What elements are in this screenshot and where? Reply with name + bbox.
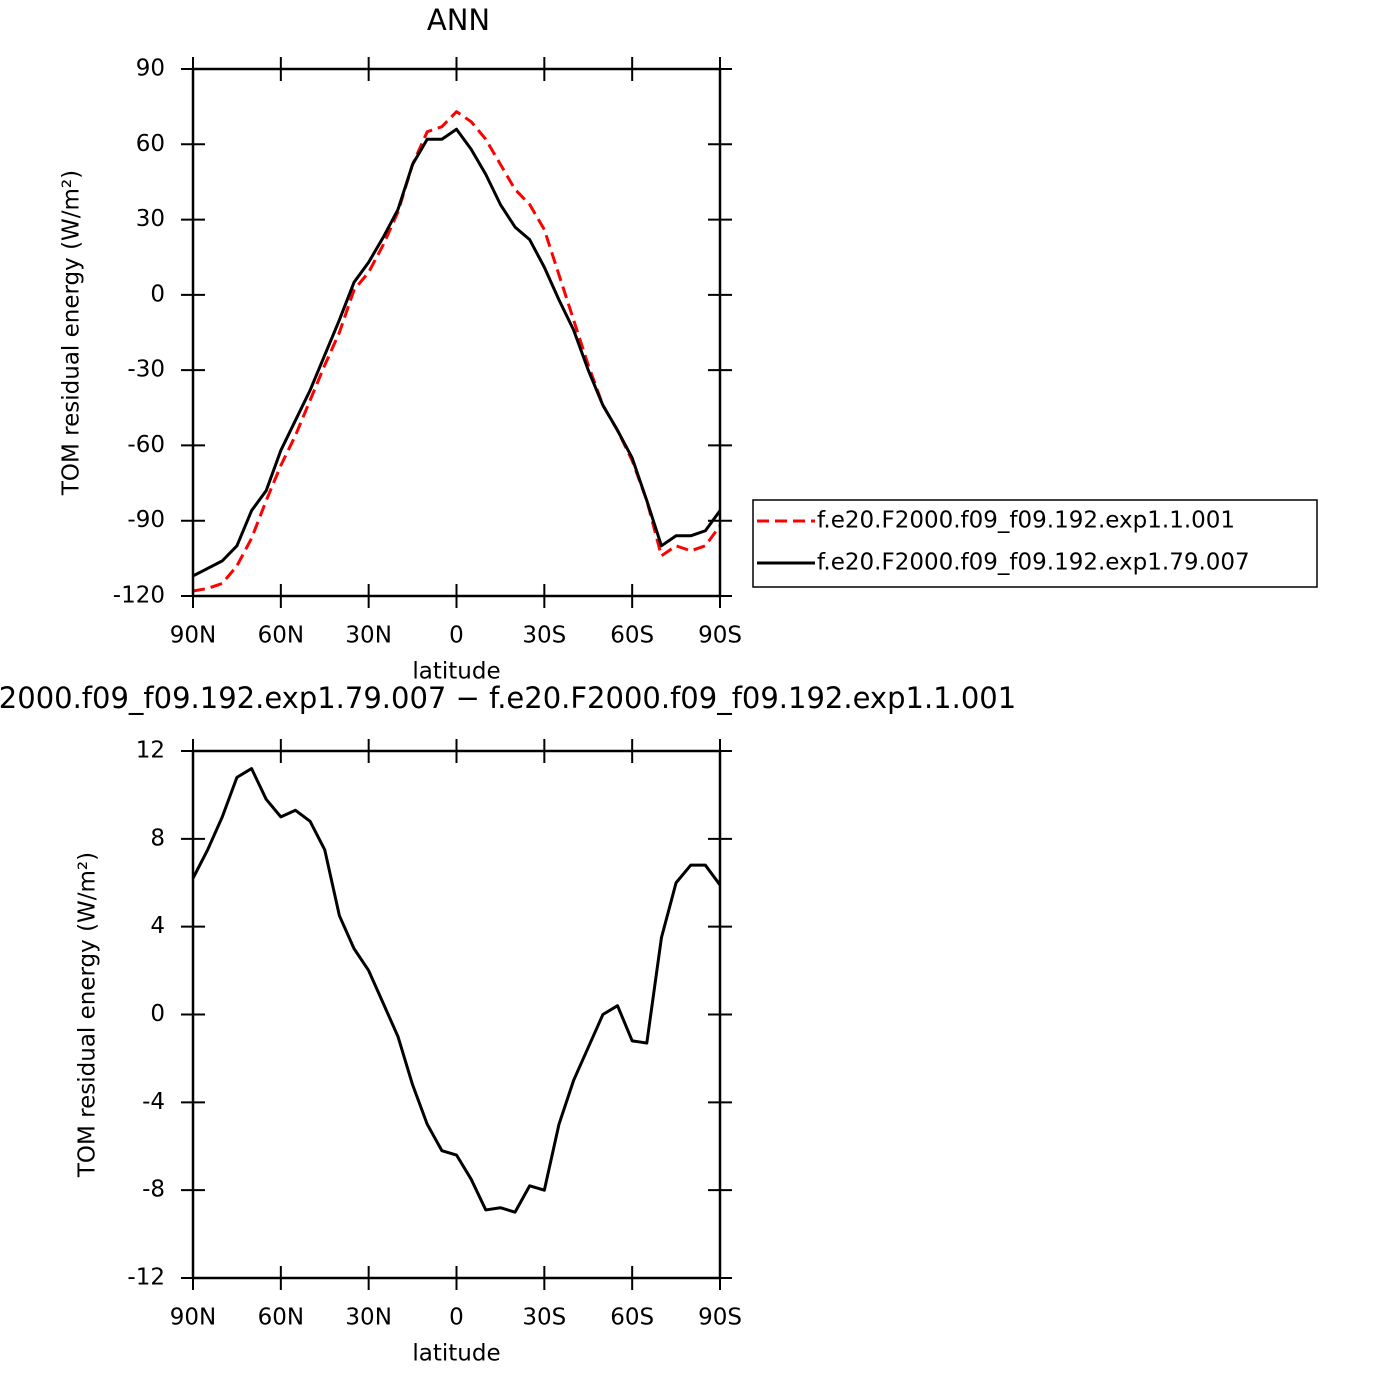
y-tick-label: 0 [150,1001,165,1027]
x-tick-label: 60S [610,1305,654,1331]
x-axis-label: latitude [412,659,500,685]
plot-frame [191,67,722,598]
x-tick-label: 60N [258,1305,304,1331]
y-tick-label: -30 [127,357,165,383]
y-tick-label: 60 [136,131,165,157]
chart-title: f.e20.F2000.f09_f09.192.exp1.79.007 − f.… [0,681,1016,715]
data-line [192,110,722,593]
x-tick-label: 60S [610,623,654,649]
x-tick-label: 90N [170,1305,216,1331]
data-line [191,767,722,1214]
y-tick-label: -60 [127,432,165,458]
y-tick-label: 0 [150,281,165,307]
x-tick-label: 90S [698,623,742,649]
y-axis-label: TOM residual energy (W/m²) [75,852,101,1178]
plot-frame [191,749,722,1280]
data-line [192,127,722,578]
y-tick-label: -4 [142,1089,165,1115]
y-tick-label: -8 [142,1177,165,1203]
legend-label: f.e20.F2000.f09_f09.192.exp1.1.001 [817,508,1235,534]
x-tick-label: 30S [522,623,566,649]
x-tick-label: 0 [449,623,464,649]
y-tick-label: 4 [150,913,165,939]
y-tick-label: -90 [127,507,165,533]
y-tick-label: 12 [136,738,165,764]
x-tick-label: 90S [698,1305,742,1331]
legend-box [752,499,1318,588]
y-axis-label: TOM residual energy (W/m²) [59,170,85,496]
x-tick-label: 60N [258,623,304,649]
y-tick-label: -120 [113,583,165,609]
x-axis-label: latitude [412,1341,500,1367]
x-tick-label: 0 [449,1305,464,1331]
y-tick-label: 90 [136,56,165,82]
y-tick-label: 30 [136,206,165,232]
y-tick-label: -12 [127,1265,165,1291]
x-tick-label: 30N [345,1305,391,1331]
x-tick-label: 90N [170,623,216,649]
x-tick-label: 30S [522,1305,566,1331]
y-tick-label: 8 [150,825,165,851]
legend-label: f.e20.F2000.f09_f09.192.exp1.79.007 [817,550,1250,576]
x-tick-label: 30N [345,623,391,649]
chart-title: ANN [427,3,490,37]
